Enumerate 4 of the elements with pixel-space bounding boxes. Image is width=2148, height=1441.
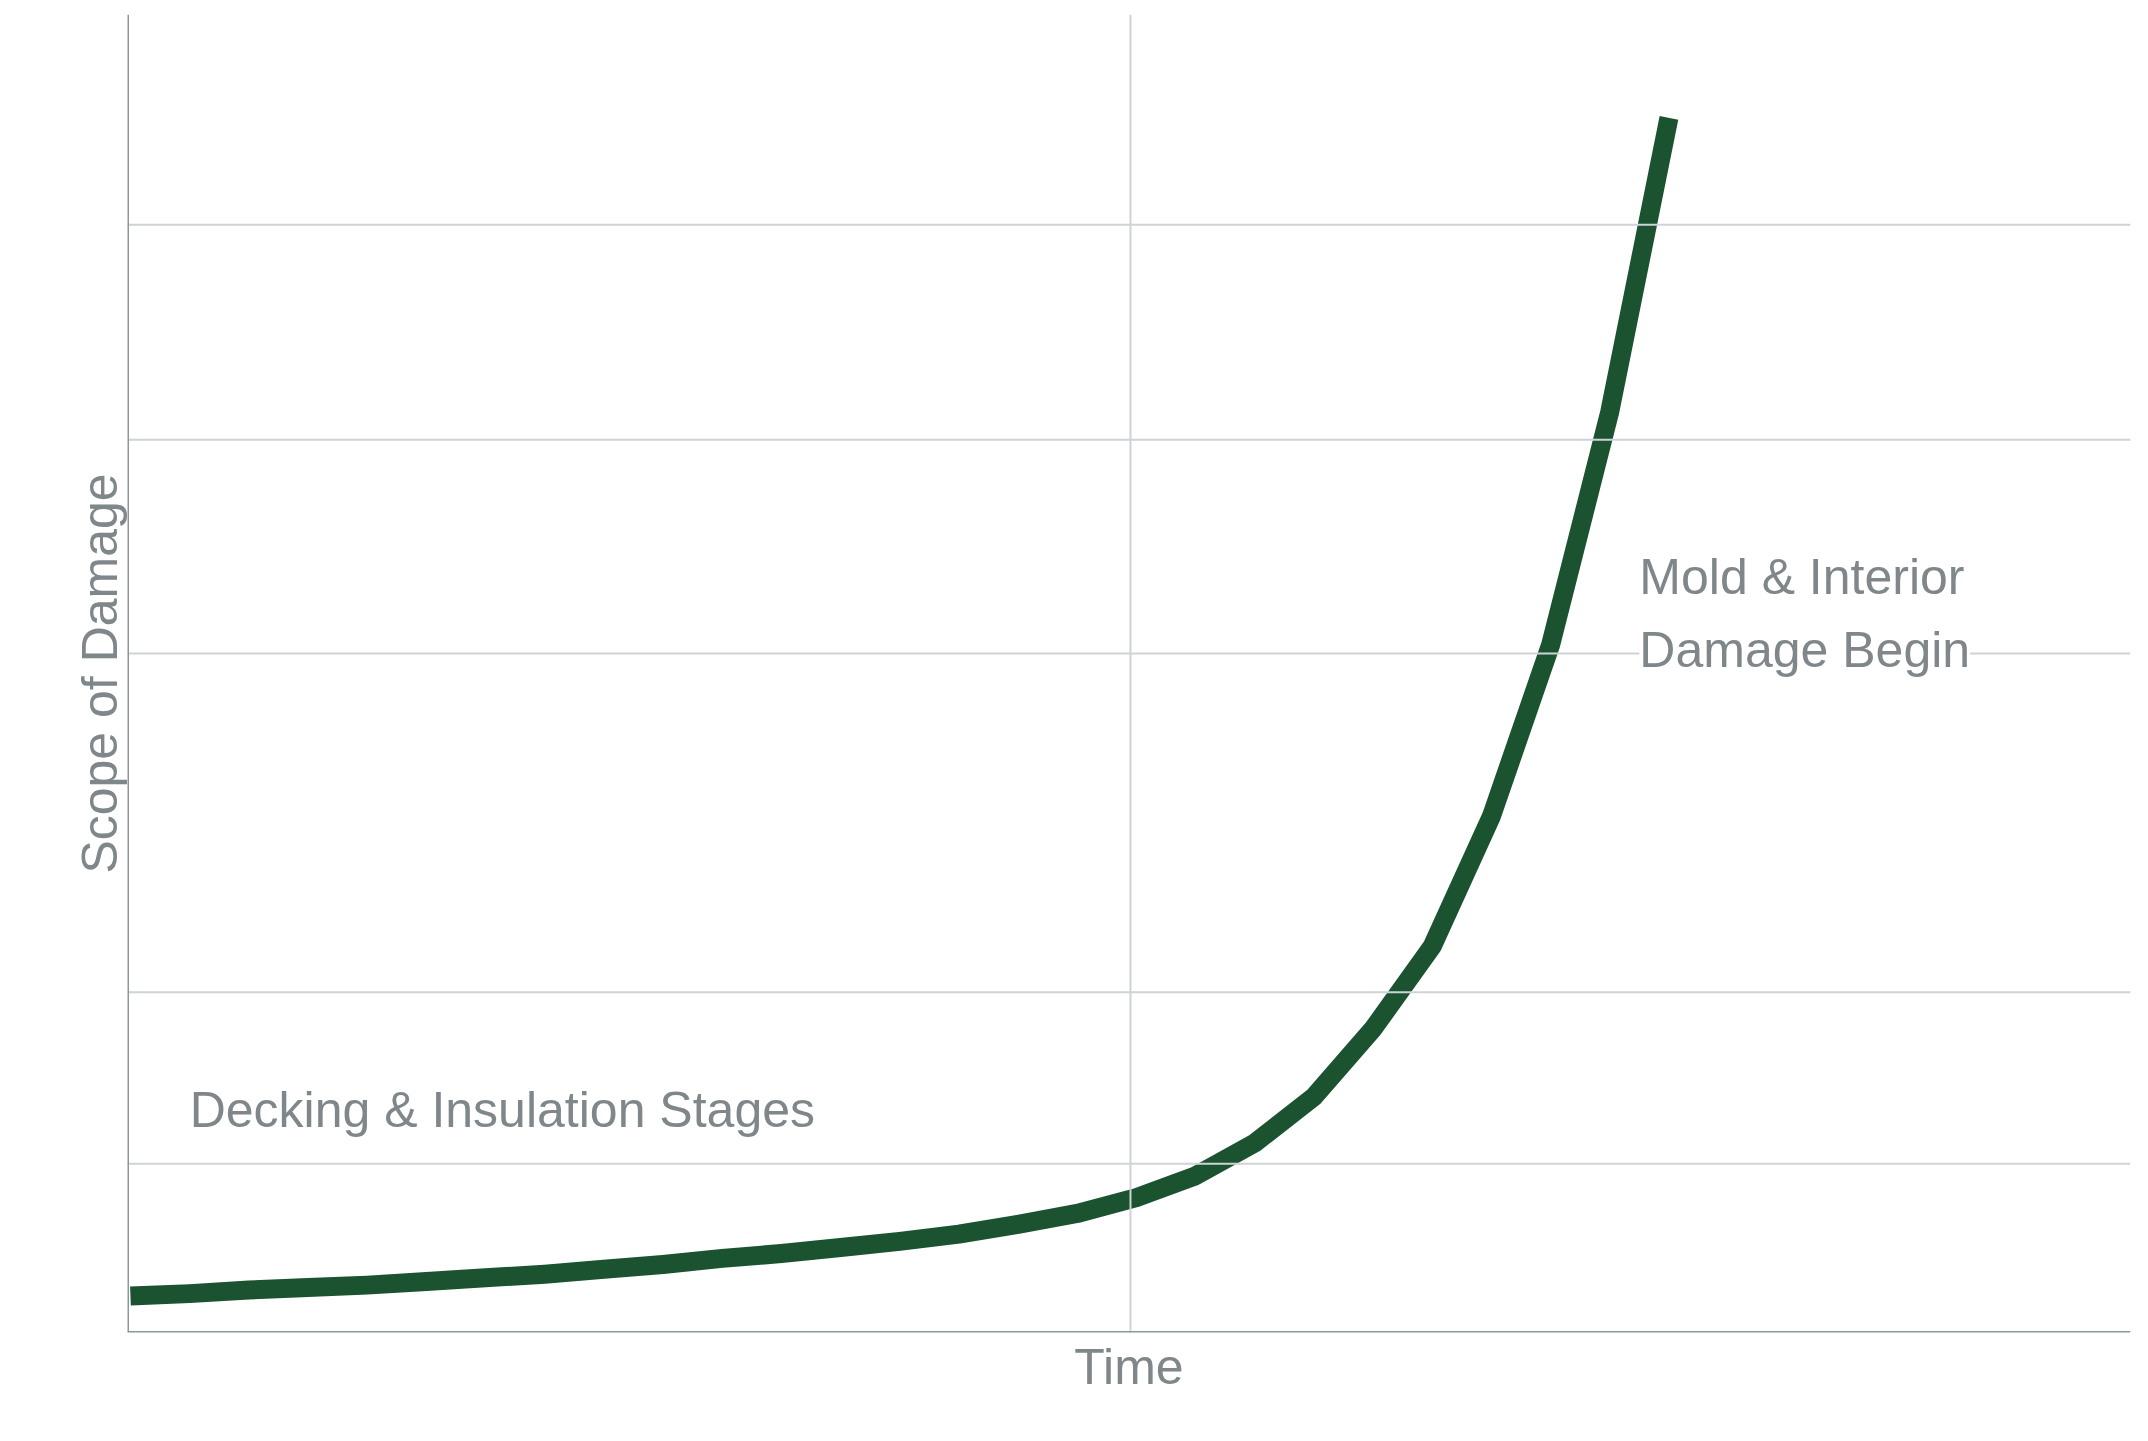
annotation: Decking & Insulation Stages <box>189 1082 816 1139</box>
annotation: Mold & Interior Damage Begin <box>1639 548 1971 678</box>
y-axis-title: Scope of Damage <box>71 473 128 874</box>
x-axis-title: Time <box>1074 1338 1184 1395</box>
